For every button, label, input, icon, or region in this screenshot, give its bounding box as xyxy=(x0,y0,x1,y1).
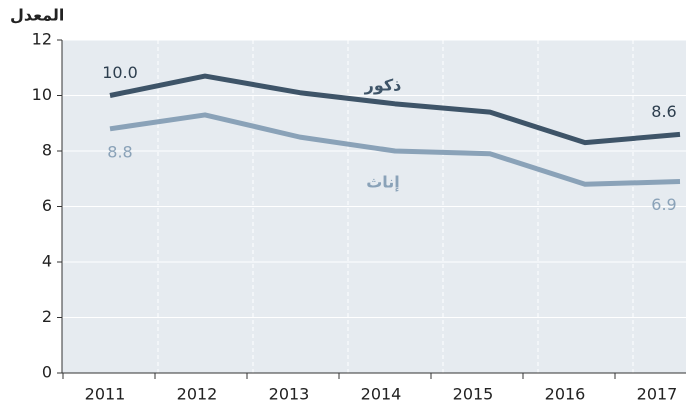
y-tick-label: 12 xyxy=(32,30,52,49)
series-label: ذكور xyxy=(364,76,402,95)
series-line xyxy=(109,73,681,146)
x-tick-label: 2012 xyxy=(177,385,218,404)
x-tick-label: 2013 xyxy=(269,385,310,404)
data-label: 8.6 xyxy=(651,102,676,121)
series-label: إناث xyxy=(366,173,400,192)
y-tick-label: 4 xyxy=(42,252,52,271)
x-tick-label: 2016 xyxy=(545,385,586,404)
x-tick-label: 2015 xyxy=(453,385,494,404)
y-tick-label: 0 xyxy=(42,363,52,382)
x-tick-label: 2011 xyxy=(85,385,126,404)
y-tick-label: 10 xyxy=(32,85,52,104)
y-tick-label: 2 xyxy=(42,307,52,326)
data-label: 6.9 xyxy=(651,195,676,214)
data-label: 8.8 xyxy=(107,142,132,161)
y-axis-title: المعدل xyxy=(10,6,64,25)
x-tick-label: 2014 xyxy=(361,385,402,404)
y-tick-label: 6 xyxy=(42,196,52,215)
x-tick-label: 2017 xyxy=(637,385,678,404)
y-tick-label: 8 xyxy=(42,141,52,160)
data-label: 10.0 xyxy=(102,63,138,82)
series-line xyxy=(109,112,681,187)
